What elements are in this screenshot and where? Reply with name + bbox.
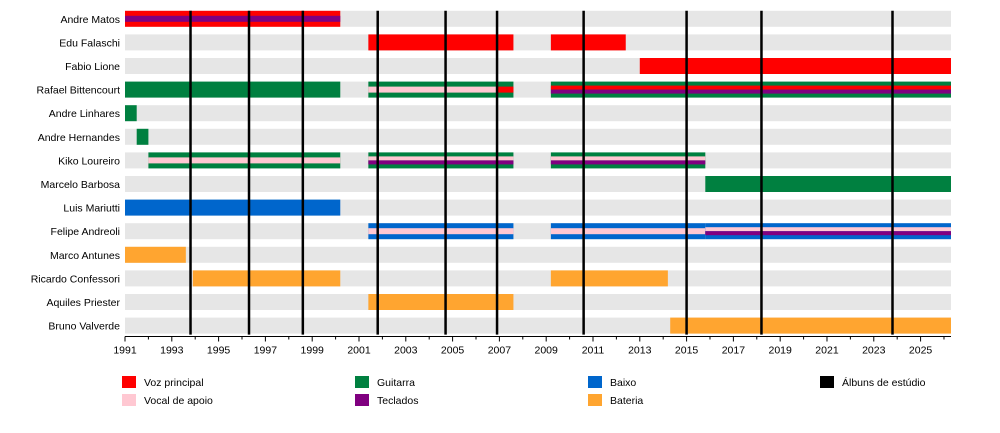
legend-swatch [355,394,369,406]
member-label: Aquiles Priester [46,297,120,309]
legend-swatch [122,394,136,406]
tick-label: 2025 [909,345,933,357]
stripe-vocal-de-apoio [368,228,514,235]
tick-label: 2005 [441,345,465,357]
member-label: Andre Matos [60,14,120,26]
stripe-vocal-de-apoio [705,227,951,232]
member-label: Edu Falaschi [59,37,120,49]
legend-label: Álbuns de estúdio [842,376,926,389]
tick-label: 1997 [254,345,278,357]
member-label: Rafael Bittencourt [37,85,121,97]
stripe-teclados [125,15,341,22]
legend-label: Bateria [610,395,643,407]
member-label: Andre Linhares [49,108,120,120]
tick-label: 2019 [769,345,793,357]
bar-bateria [125,246,186,263]
legend-swatch [588,394,602,406]
tick-label: 2015 [675,345,699,357]
row-background [125,294,951,310]
member-label: Luis Mariutti [63,203,120,215]
member-bars [125,10,951,334]
legend: Voz principal Vocal de apoio Guitarra Tecla… [122,376,926,407]
tick-label: 2003 [394,345,418,357]
bar-guitarra [136,128,149,145]
stripe-teclados [368,160,514,165]
stripe-teclados [550,160,706,165]
tick-label: 1991 [113,345,137,357]
member-label: Marcelo Barbosa [41,179,121,191]
legend-label: Guitarra [377,377,415,389]
x-axis: 1991 1993 1995 1997 1999 2001 2003 2005 2007 2009… [113,336,951,357]
member-label: Fabio Lione [65,61,120,73]
legend-swatch [588,376,602,388]
stripe-voz-principal [497,86,514,93]
legend-swatch [122,376,136,388]
stripe-vocal-de-apoio [368,86,498,93]
tick-label: 1999 [301,345,325,357]
member-label: Felipe Andreoli [51,226,120,238]
bar-voz-principal [368,34,514,51]
stripe-vocal-de-apoio [368,156,514,161]
legend-label: Teclados [377,395,418,407]
row-background [125,34,951,51]
bar-bateria [192,270,341,287]
stripe-teclados [550,89,951,94]
stripe-voz-principal [550,85,951,90]
row-background [125,105,951,122]
member-labels: Andre Matos Edu Falaschi Fabio Lione Rafael… [31,14,121,333]
legend-swatch [355,376,369,388]
stripe-vocal-de-apoio [550,156,706,161]
bar-guitarra [125,81,341,98]
bar-guitarra [705,176,951,192]
bar-voz-principal [639,58,951,74]
bar-baixo [125,199,341,216]
tick-label: 2017 [722,345,746,357]
tick-label: 2021 [815,345,839,357]
row-background [125,246,951,263]
tick-label: 1995 [207,345,231,357]
bar-bateria [368,294,514,310]
legend-label: Voz principal [144,377,204,389]
bar-guitarra [125,105,137,122]
tick-label: 2001 [347,345,371,357]
stripe-vocal-de-apoio [148,157,341,164]
tick-label: 2011 [582,345,605,357]
tick-label: 2009 [535,345,559,357]
tick-label: 2007 [488,345,512,357]
legend-label: Vocal de apoio [144,395,213,407]
member-label: Andre Hernandes [38,132,120,144]
album-lines [189,10,894,335]
tick-label: 2013 [628,345,652,357]
member-label: Bruno Valverde [48,321,120,333]
bar-voz-principal [550,34,626,51]
tick-label: 1993 [160,345,184,357]
legend-swatch [820,376,834,388]
row-background [125,128,951,145]
legend-label: Baixo [610,377,636,389]
tick-label: 2023 [862,345,886,357]
member-label: Ricardo Confessori [31,273,120,285]
bar-bateria [670,317,951,334]
bar-bateria [550,270,668,287]
member-label: Marco Antunes [50,250,120,262]
stripe-vocal-de-apoio [550,228,706,235]
member-label: Kiko Loureiro [58,155,120,167]
stripe-teclados [705,231,951,236]
